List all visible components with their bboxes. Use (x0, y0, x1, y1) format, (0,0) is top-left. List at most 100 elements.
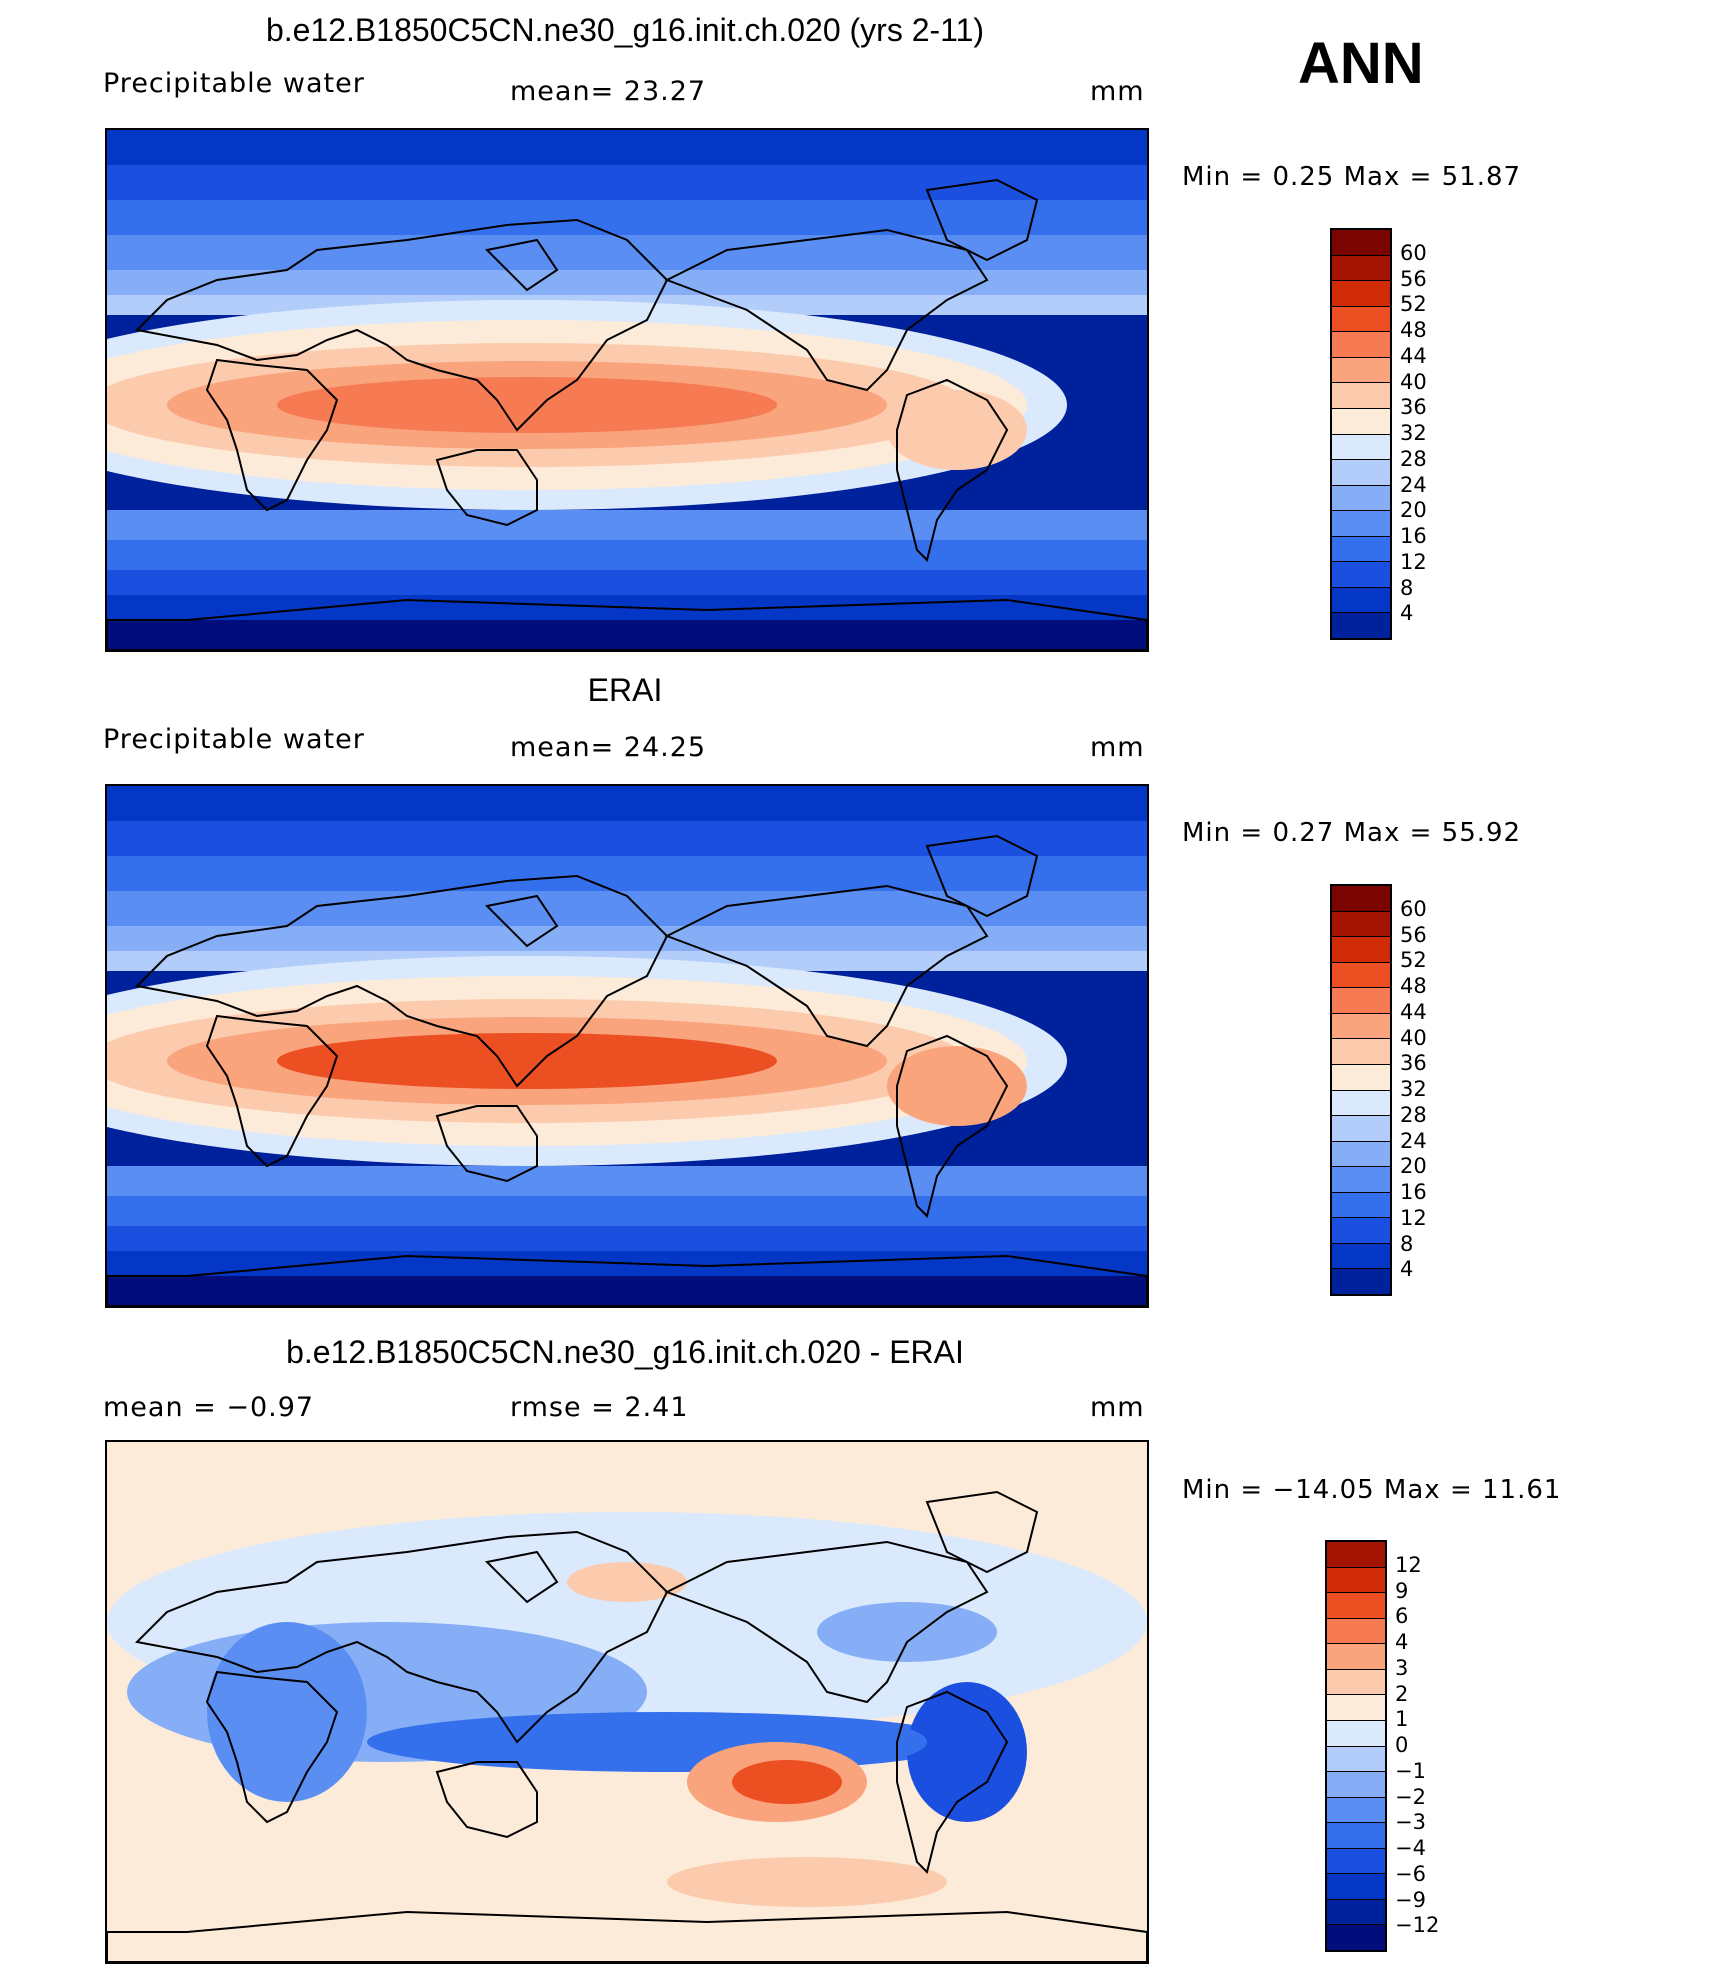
colorbar-swatch (1332, 332, 1390, 358)
colorbar-tick-label: 3 (1395, 1655, 1409, 1680)
colorbar-tick-label: 44 (1400, 343, 1427, 368)
colorbar-swatch (1332, 587, 1390, 614)
coastline (205, 1670, 339, 1824)
colorbar-swatch (1332, 962, 1390, 989)
panel2-units-label: mm (1090, 732, 1145, 763)
panel1-title: b.e12.B1850C5CN.ne30_g16.init.ch.020 (yr… (265, 12, 985, 48)
colorbar-tick-label: −3 (1395, 1810, 1426, 1835)
coastline (896, 1690, 1009, 1874)
colorbar-tick-label: 28 (1400, 1102, 1427, 1127)
colorbar-swatch (1332, 562, 1390, 588)
coastline (134, 1530, 669, 1744)
colorbar-swatch (1332, 357, 1390, 384)
panel3-mean-label: mean = −0.97 (103, 1392, 315, 1423)
panel2-map (105, 784, 1149, 1308)
coastline (896, 378, 1009, 562)
panel2-min-max: Min = 0.27 Max = 55.92 (1182, 818, 1522, 848)
latitude-band (107, 510, 1147, 540)
colorbar-swatch (1332, 230, 1390, 256)
colorbar-tick-label: 24 (1400, 1128, 1427, 1153)
difference-contour (667, 1857, 947, 1907)
colorbar-tick-label: 48 (1400, 318, 1427, 342)
panel3-title: b.e12.B1850C5CN.ne30_g16.init.ch.020 - E… (286, 1334, 964, 1370)
coastline (435, 449, 538, 527)
colorbar-swatch (1332, 255, 1390, 282)
latitude-band (107, 926, 1147, 951)
colorbar-swatch (1332, 306, 1390, 333)
panel3-min-max: Min = −14.05 Max = 11.61 (1182, 1475, 1562, 1505)
colorbar-tick-label: 44 (1400, 999, 1427, 1024)
coastline (664, 228, 989, 392)
colorbar-tick-label: 6 (1395, 1604, 1409, 1629)
colorbar-swatch (1332, 1039, 1390, 1065)
colorbar-swatch (1332, 1243, 1390, 1270)
colorbar-swatch (1332, 1269, 1390, 1294)
difference-contour (567, 1562, 687, 1602)
colorbar-tick-label: 48 (1400, 974, 1427, 998)
colorbar-tick-label: 36 (1400, 395, 1427, 420)
colorbar-tick-label: 36 (1400, 1051, 1427, 1076)
colorbar-tick-label: 40 (1400, 369, 1427, 394)
colorbar-tick-label: 4 (1400, 1257, 1414, 1282)
panel2-mean-label: mean= 24.25 (510, 732, 707, 763)
panel2-title: ERAI (587, 672, 663, 708)
colorbar-tick-label: −9 (1395, 1887, 1426, 1912)
colorbar-tick-label: 56 (1400, 922, 1427, 947)
panel3-rmse-label: rmse = 2.41 (510, 1392, 689, 1423)
coastline (896, 1034, 1009, 1218)
colorbar-swatch (1332, 536, 1390, 563)
colorbar-tick-label: 52 (1400, 292, 1427, 317)
panel1-min-max: Min = 0.25 Max = 51.87 (1182, 162, 1522, 192)
coastline (107, 1910, 1147, 1962)
colorbar-tick-label: 1 (1395, 1707, 1409, 1732)
latitude-band (107, 1276, 1147, 1306)
latitude-band (107, 1166, 1147, 1196)
coastline (134, 874, 669, 1088)
coastline (205, 1014, 339, 1168)
coastline (134, 218, 669, 432)
colorbar-tick-label: 12 (1395, 1552, 1422, 1577)
latitude-band (107, 786, 1147, 821)
colorbar-swatch (1332, 1218, 1390, 1244)
colorbar-swatch (1327, 1797, 1385, 1824)
difference-contour (817, 1602, 997, 1662)
coastline (484, 1550, 559, 1604)
latitude-band (107, 821, 1147, 856)
colorbar-swatch (1332, 1141, 1390, 1168)
colorbar-swatch (1332, 937, 1390, 963)
colorbar-tick-label: 40 (1400, 1025, 1427, 1050)
latitude-band (107, 200, 1147, 235)
colorbar-swatch (1327, 1669, 1385, 1696)
colorbar-swatch (1332, 1167, 1390, 1193)
latitude-band (107, 1196, 1147, 1226)
moisture-contour (277, 1033, 777, 1089)
colorbar-swatch (1327, 1567, 1385, 1594)
moisture-contour (887, 1046, 1027, 1126)
colorbar-swatch (1332, 1192, 1390, 1219)
colorbar-tick-label: 8 (1400, 1231, 1414, 1256)
latitude-band (107, 130, 1147, 165)
colorbar-swatch (1332, 511, 1390, 537)
moisture-contour (887, 390, 1027, 470)
colorbar-swatch (1327, 1874, 1385, 1900)
panel1-mean-label: mean= 23.27 (510, 76, 707, 107)
colorbar-tick-label: 4 (1400, 601, 1414, 626)
colorbar-tick-label: 9 (1395, 1578, 1409, 1603)
colorbar-swatch (1332, 281, 1390, 307)
coastline (107, 1254, 1147, 1306)
latitude-band (107, 1226, 1147, 1251)
coastline (664, 1540, 989, 1704)
colorbar-swatch (1332, 988, 1390, 1014)
colorbar-swatch (1332, 1013, 1390, 1040)
coastline (925, 1490, 1039, 1574)
colorbar-tick-label: 20 (1400, 498, 1427, 523)
colorbar-swatch (1327, 1899, 1385, 1926)
colorbar-swatch (1332, 460, 1390, 486)
difference-contour (207, 1622, 367, 1802)
colorbar-tick-label: 16 (1400, 1180, 1427, 1204)
colorbar-swatch (1332, 911, 1390, 938)
colorbar-swatch (1327, 1925, 1385, 1950)
coastline (925, 834, 1039, 918)
colorbar-tick-label: 60 (1400, 240, 1427, 265)
colorbar-swatch (1327, 1542, 1385, 1568)
